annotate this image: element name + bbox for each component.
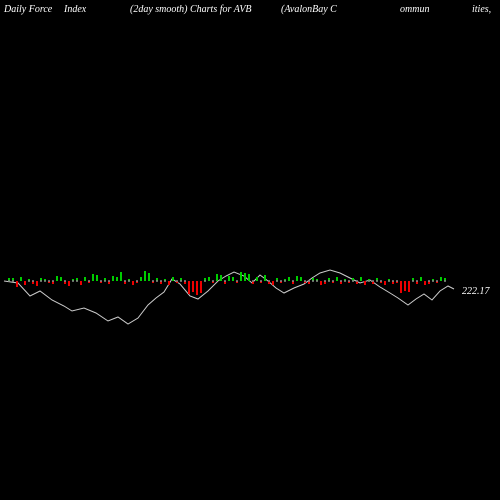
bar-negative: [320, 281, 322, 285]
bar-positive: [56, 276, 58, 281]
bar-positive: [256, 277, 258, 281]
bar-negative: [272, 281, 274, 285]
bar-negative: [192, 281, 194, 292]
bar-negative: [36, 281, 38, 286]
bar-positive: [172, 277, 174, 281]
bar-positive: [92, 274, 94, 281]
bar-positive: [140, 277, 142, 281]
bar-negative: [24, 281, 26, 285]
bar-negative: [364, 281, 366, 285]
bar-negative: [132, 281, 134, 285]
force-index-chart: 222.17: [0, 0, 500, 500]
bar-positive: [112, 276, 114, 281]
bar-negative: [408, 281, 410, 292]
bar-positive: [144, 271, 146, 281]
bar-negative: [404, 281, 406, 291]
bar-positive: [248, 274, 250, 281]
bar-positive: [240, 272, 242, 281]
bar-positive: [336, 277, 338, 281]
bar-negative: [16, 281, 18, 287]
bar-positive: [244, 273, 246, 281]
bar-positive: [360, 277, 362, 281]
bar-positive: [228, 276, 230, 281]
bar-positive: [300, 277, 302, 281]
bar-positive: [20, 277, 22, 281]
bar-positive: [148, 273, 150, 281]
bar-positive: [264, 275, 266, 281]
bar-negative: [424, 281, 426, 285]
bar-negative: [196, 281, 198, 295]
bar-negative: [200, 281, 202, 293]
bar-positive: [96, 275, 98, 281]
bar-positive: [420, 277, 422, 281]
bar-positive: [120, 272, 122, 281]
bar-positive: [116, 277, 118, 281]
bar-negative: [80, 281, 82, 285]
bar-negative: [188, 281, 190, 294]
bar-positive: [216, 274, 218, 281]
bar-positive: [296, 276, 298, 281]
price-line: [0, 0, 500, 500]
bar-positive: [84, 277, 86, 281]
bar-negative: [168, 281, 170, 285]
bar-positive: [232, 277, 234, 281]
bar-negative: [400, 281, 402, 293]
bar-positive: [60, 277, 62, 281]
last-price-label: 222.17: [462, 286, 490, 297]
bar-positive: [288, 277, 290, 281]
bar-positive: [440, 277, 442, 281]
bar-positive: [220, 275, 222, 281]
bar-positive: [208, 277, 210, 281]
bar-negative: [68, 281, 70, 286]
bar-negative: [384, 281, 386, 285]
